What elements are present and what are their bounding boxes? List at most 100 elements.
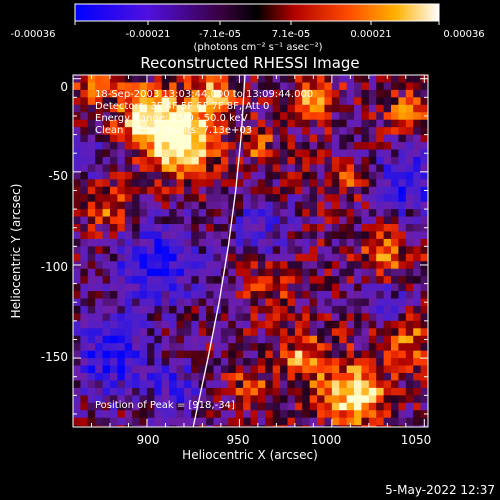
heatmap-cell [213, 97, 222, 106]
heatmap-cell [324, 253, 333, 262]
heatmap-cell [235, 82, 244, 91]
heatmap-cell [243, 358, 251, 367]
heatmap-cell [280, 380, 288, 389]
heatmap-cell [391, 238, 399, 247]
heatmap-cell [213, 104, 222, 113]
heatmap-cell [95, 261, 104, 270]
heatmap-cell [73, 320, 81, 329]
heatmap-cell [391, 291, 399, 299]
heatmap-cell [376, 104, 385, 113]
heatmap-cell [139, 358, 148, 367]
heatmap-cell [243, 164, 251, 173]
heatmap-cell [220, 253, 229, 262]
heatmap-cell [87, 305, 96, 314]
heatmap-cell [73, 164, 81, 173]
heatmap-cell [339, 164, 348, 173]
heatmap-cell [339, 343, 348, 352]
heatmap-cell [73, 238, 81, 247]
heatmap-cell [405, 343, 414, 352]
heatmap-cell [176, 97, 185, 106]
heatmap-cell [213, 291, 222, 299]
heatmap-cell [220, 298, 229, 307]
heatmap-cell [309, 365, 318, 374]
heatmap-cell [228, 298, 237, 307]
heatmap-cell [250, 358, 259, 367]
heatmap-cell [383, 246, 392, 255]
heatmap-cell [361, 164, 370, 173]
heatmap-cell [95, 417, 104, 426]
heatmap-cell [102, 350, 111, 359]
heatmap-cell [176, 127, 185, 136]
heatmap-cell [198, 246, 207, 255]
heatmap-cell [265, 402, 274, 411]
heatmap-cell [161, 104, 170, 113]
heatmap-cell [183, 305, 192, 314]
heatmap-cell [220, 246, 229, 255]
heatmap-cell [391, 365, 399, 374]
heatmap-cell [235, 253, 244, 262]
heatmap-cell [317, 372, 325, 381]
heatmap-cell [331, 164, 340, 173]
heatmap-cell [206, 127, 215, 136]
heatmap-cell [243, 216, 251, 225]
heatmap-cell [376, 127, 385, 136]
heatmap-cell [243, 75, 251, 83]
heatmap-cell [354, 410, 362, 419]
heatmap-cell [257, 261, 266, 270]
heatmap-cell [383, 283, 392, 292]
heatmap-cell [257, 298, 266, 307]
heatmap-cell [243, 209, 251, 218]
heatmap-cell [102, 194, 111, 203]
heatmap-cell [95, 216, 104, 225]
heatmap-cell [376, 253, 385, 262]
heatmap-cell [139, 119, 148, 128]
heatmap-cell [109, 142, 118, 150]
heatmap-cell [346, 89, 355, 98]
heatmap-cell [257, 402, 266, 411]
heatmap-cell [272, 201, 281, 210]
heatmap-cell [354, 164, 362, 173]
heatmap-cell [302, 313, 311, 322]
heatmap-cell [361, 238, 370, 247]
heatmap-cell [228, 350, 237, 359]
heatmap-cell [191, 201, 200, 210]
heatmap-cell [265, 372, 274, 381]
heatmap-cell [413, 156, 422, 165]
heatmap-cell [302, 276, 311, 285]
heatmap-cell [124, 223, 133, 232]
heatmap-cell [235, 261, 244, 270]
heatmap-cell [361, 216, 370, 225]
heatmap-cell [294, 291, 303, 299]
heatmap-cell [324, 186, 333, 195]
heatmap-cell [265, 410, 274, 419]
heatmap-cell [124, 343, 133, 352]
heatmap-cell [317, 358, 325, 367]
heatmap-cell [73, 358, 81, 367]
heatmap-cell [354, 261, 362, 270]
heatmap-cell [309, 164, 318, 173]
heatmap-cell [124, 313, 133, 322]
heatmap-cell [354, 387, 362, 396]
heatmap-cell [383, 134, 392, 143]
heatmap-cell [309, 253, 318, 262]
heatmap-cell [302, 142, 311, 150]
heatmap-cell [346, 358, 355, 367]
heatmap-cell [280, 82, 288, 91]
heatmap-cell [161, 209, 170, 218]
heatmap-cell [361, 365, 370, 374]
heatmap-cell [117, 164, 126, 173]
heatmap-cell [139, 283, 148, 292]
heatmap-cell [346, 410, 355, 419]
heatmap-cell [132, 365, 141, 374]
heatmap-cell [191, 268, 200, 277]
heatmap-cell [102, 246, 111, 255]
heatmap-cell [176, 276, 185, 285]
heatmap-cell [257, 238, 266, 247]
heatmap-cell [109, 156, 118, 165]
heatmap-cell [169, 417, 178, 426]
heatmap-cell [287, 402, 296, 411]
heatmap-cell [132, 395, 141, 404]
heatmap-cell [287, 350, 296, 359]
heatmap-cell [331, 365, 340, 374]
heatmap-image [73, 75, 428, 427]
